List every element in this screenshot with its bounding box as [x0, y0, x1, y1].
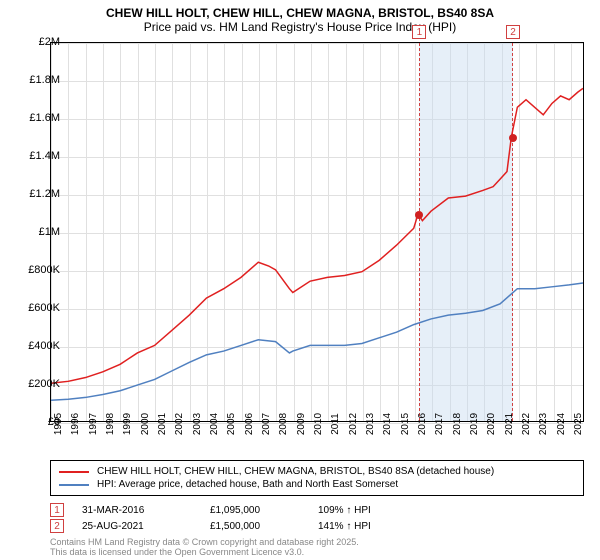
- x-tick-label: 2011: [330, 413, 341, 435]
- x-tick-label: 1997: [88, 413, 99, 435]
- x-tick-label: 2000: [140, 413, 151, 435]
- sale-row: 2 25-AUG-2021 £1,500,000 141% ↑ HPI: [50, 518, 584, 534]
- x-tick-label: 2025: [573, 413, 584, 435]
- sale-pct: 141% ↑ HPI: [318, 521, 418, 532]
- x-tick-label: 2017: [434, 413, 445, 435]
- title-line1: CHEW HILL HOLT, CHEW HILL, CHEW MAGNA, B…: [0, 6, 600, 20]
- y-tick-label: £2M: [39, 36, 60, 48]
- sale-pct: 109% ↑ HPI: [318, 505, 418, 516]
- legend-row: CHEW HILL HOLT, CHEW HILL, CHEW MAGNA, B…: [59, 465, 575, 478]
- x-tick-label: 2019: [469, 413, 480, 435]
- x-tick-label: 2020: [486, 413, 497, 435]
- sales-table: 1 31-MAR-2016 £1,095,000 109% ↑ HPI 2 25-AUG-…: [50, 502, 584, 534]
- x-tick-label: 2003: [192, 413, 203, 435]
- x-tick-label: 2014: [382, 413, 393, 435]
- x-tick-label: 2023: [538, 413, 549, 435]
- x-tick-label: 2021: [504, 413, 515, 435]
- x-tick-label: 2022: [521, 413, 532, 435]
- license-line2: This data is licensed under the Open Gov…: [50, 548, 584, 558]
- x-tick-label: 1999: [122, 413, 133, 435]
- series-hpi: [51, 283, 583, 400]
- sale-row: 1 31-MAR-2016 £1,095,000 109% ↑ HPI: [50, 502, 584, 518]
- sale-price: £1,500,000: [210, 521, 300, 532]
- y-tick-label: £1.4M: [29, 150, 60, 162]
- sale-date: 25-AUG-2021: [82, 521, 192, 532]
- sale-date: 31-MAR-2016: [82, 505, 192, 516]
- y-tick-label: £1M: [39, 226, 60, 238]
- x-tick-label: 2009: [296, 413, 307, 435]
- x-tick-label: 2010: [313, 413, 324, 435]
- y-tick-label: £400K: [28, 340, 60, 352]
- x-tick-label: 2005: [226, 413, 237, 435]
- chart-area: 12: [50, 42, 584, 422]
- chart-container: CHEW HILL HOLT, CHEW HILL, CHEW MAGNA, B…: [0, 0, 600, 560]
- legend-label: CHEW HILL HOLT, CHEW HILL, CHEW MAGNA, B…: [97, 466, 494, 477]
- legend-swatch: [59, 484, 89, 486]
- sale-marker-box: 1: [50, 503, 64, 517]
- series-svg: [51, 43, 583, 421]
- x-tick-label: 2007: [261, 413, 272, 435]
- x-tick-label: 2018: [452, 413, 463, 435]
- marker-box: 1: [412, 25, 426, 39]
- y-tick-label: £1.2M: [29, 188, 60, 200]
- marker-dot: [509, 134, 517, 142]
- sale-price: £1,095,000: [210, 505, 300, 516]
- x-tick-label: 2006: [244, 413, 255, 435]
- series-price_paid: [51, 88, 583, 383]
- x-tick-label: 2004: [209, 413, 220, 435]
- y-tick-label: £1.8M: [29, 74, 60, 86]
- x-tick-label: 2016: [417, 413, 428, 435]
- y-tick-label: £800K: [28, 264, 60, 276]
- legend: CHEW HILL HOLT, CHEW HILL, CHEW MAGNA, B…: [50, 460, 584, 496]
- x-tick-label: 2013: [365, 413, 376, 435]
- license-text: Contains HM Land Registry data © Crown c…: [50, 538, 584, 558]
- x-tick-label: 2008: [278, 413, 289, 435]
- y-tick-label: £200K: [28, 378, 60, 390]
- legend-swatch: [59, 471, 89, 473]
- y-tick-label: £1.6M: [29, 112, 60, 124]
- y-tick-label: £600K: [28, 302, 60, 314]
- x-tick-label: 1995: [53, 413, 64, 435]
- x-tick-label: 1998: [105, 413, 116, 435]
- x-tick-label: 2002: [174, 413, 185, 435]
- x-tick-label: 2001: [157, 413, 168, 435]
- sale-marker-box: 2: [50, 519, 64, 533]
- marker-dot: [415, 211, 423, 219]
- legend-label: HPI: Average price, detached house, Bath…: [97, 479, 398, 490]
- x-tick-label: 2024: [556, 413, 567, 435]
- legend-row: HPI: Average price, detached house, Bath…: [59, 478, 575, 491]
- marker-box: 2: [506, 25, 520, 39]
- x-tick-label: 1996: [70, 413, 81, 435]
- x-tick-label: 2012: [348, 413, 359, 435]
- x-tick-label: 2015: [400, 413, 411, 435]
